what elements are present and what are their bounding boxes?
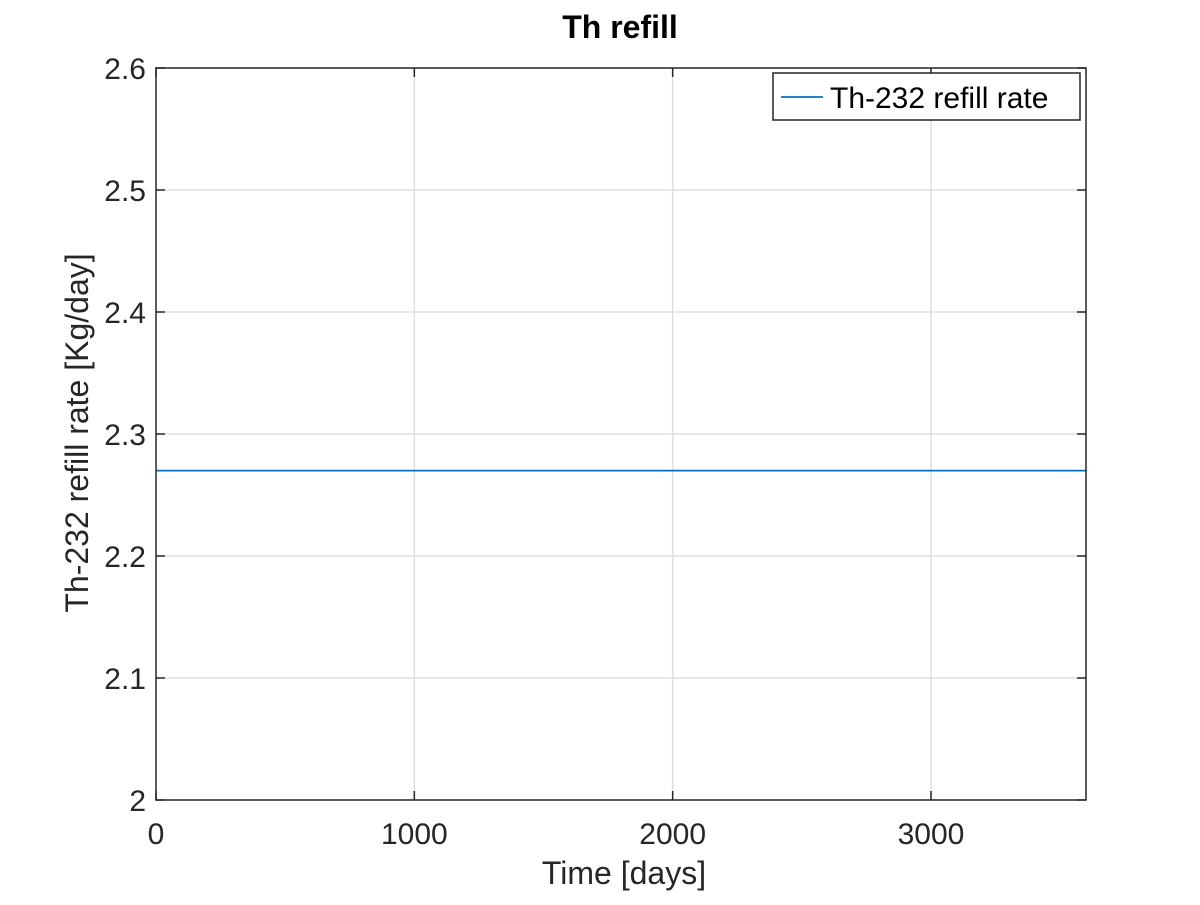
y-axis-label: Th-232 refill rate [Kg/day] — [59, 253, 95, 612]
y-tick-label: 2.6 — [104, 53, 146, 86]
x-tick-label: 2000 — [639, 818, 706, 851]
chart-title: Th refill — [562, 9, 678, 45]
grid-lines — [156, 68, 1086, 800]
x-tick-label: 1000 — [381, 818, 448, 851]
legend-box — [772, 72, 1081, 121]
legend-entry-label: Th-232 refill rate — [830, 82, 1048, 115]
x-tick-label: 0 — [148, 818, 165, 851]
y-tick-label: 2 — [129, 785, 146, 818]
x-tick-label: 3000 — [898, 818, 965, 851]
y-tick-label: 2.5 — [104, 175, 146, 208]
y-tick-label: 2.2 — [104, 541, 146, 574]
x-axis-label: Time [days] — [542, 855, 706, 891]
tick-labels: 0 1000 2000 3000 2 2.1 2.2 2.3 2.4 2.5 2.6 — [104, 53, 964, 851]
axes-frame — [155, 67, 1087, 801]
y-tick-label: 2.3 — [104, 419, 146, 452]
y-tick-label: 2.1 — [104, 663, 146, 696]
y-tick-label: 2.4 — [104, 297, 146, 330]
legend: Th-232 refill rate — [772, 72, 1081, 121]
